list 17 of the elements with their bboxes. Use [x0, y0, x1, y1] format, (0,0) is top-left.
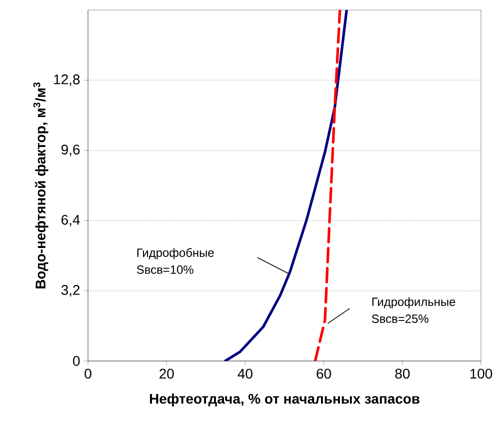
x-tick-label: 100	[470, 368, 492, 379]
annotation: Гидрофильные Sвсв=25%	[372, 297, 456, 323]
annotation: Гидрофобные Sвсв=10%	[136, 248, 214, 274]
y-axis-title: Водо-нефтяной фактор, м$^{3}$/м$^{3}$	[33, 82, 48, 288]
line-series	[224, 10, 348, 361]
x-tick-label: 60	[316, 368, 332, 379]
x-tick-label: 0	[84, 368, 92, 379]
x-tick-label: 40	[238, 368, 252, 379]
y-tick-label: 12,8	[54, 74, 80, 86]
x-tick-label: 80	[395, 368, 410, 379]
x-axis-title: Нефтеотдача, % от начальных запасов	[150, 393, 420, 406]
y-tick-label: 0	[73, 356, 80, 366]
y-tick-label: 9,6	[61, 144, 80, 156]
y-tick-label: 6,4	[62, 214, 80, 226]
y-tick-label: 3,2	[61, 285, 80, 297]
line-series	[314, 10, 342, 361]
x-tick-label: 20	[160, 368, 174, 379]
